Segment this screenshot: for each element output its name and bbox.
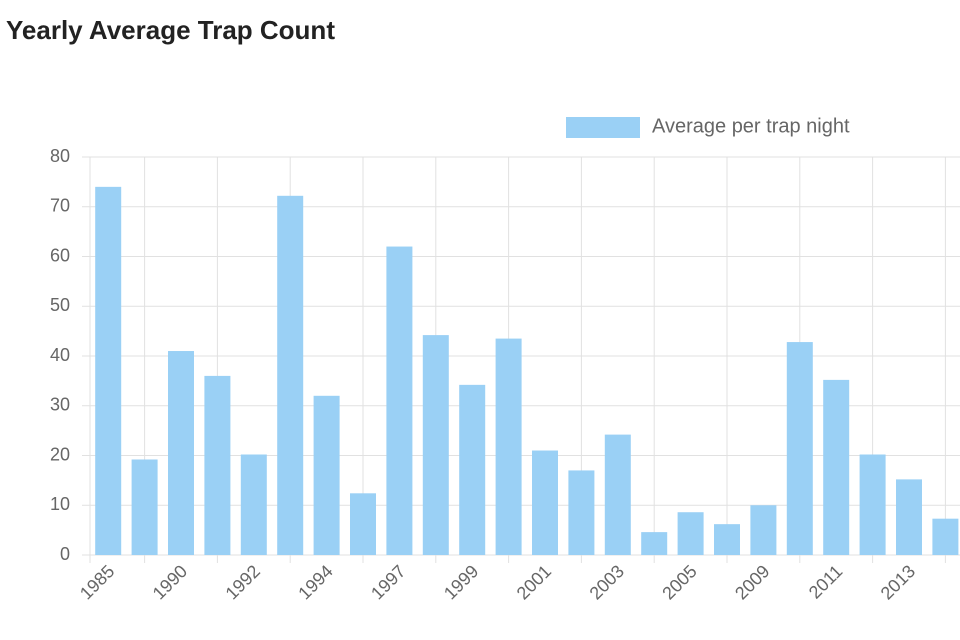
bar	[495, 338, 522, 555]
x-tick-label: 2005	[658, 561, 700, 603]
x-tick-label: 2013	[877, 561, 919, 603]
bar	[932, 518, 959, 555]
bar	[604, 434, 631, 555]
x-tick-label: 1997	[367, 561, 409, 603]
y-tick-label: 10	[50, 494, 70, 514]
bar	[786, 342, 813, 555]
bar	[677, 512, 704, 555]
bar	[459, 384, 486, 555]
bar	[168, 351, 194, 555]
bar	[641, 532, 668, 555]
x-tick-label: 1999	[440, 561, 482, 603]
bar	[240, 454, 267, 555]
x-tick-label: 1994	[294, 561, 336, 603]
bar	[350, 493, 376, 555]
bar	[532, 450, 558, 555]
y-tick-label: 60	[50, 245, 70, 265]
chart-title: Yearly Average Trap Count	[6, 15, 335, 45]
x-tick-label: 2003	[586, 561, 628, 603]
bar	[277, 195, 304, 555]
x-tick-label: 2001	[513, 561, 555, 603]
bar	[750, 505, 777, 555]
bar	[823, 379, 850, 555]
bar	[95, 186, 122, 555]
y-tick-label: 80	[50, 146, 70, 166]
x-tick-label: 1990	[149, 561, 191, 603]
y-tick-label: 0	[60, 544, 70, 564]
y-tick-label: 50	[50, 295, 70, 315]
x-tick-label: 1985	[76, 561, 118, 603]
y-tick-label: 30	[50, 395, 70, 415]
x-tick-label: 1992	[222, 561, 264, 603]
bar	[896, 479, 922, 555]
bar	[386, 246, 413, 556]
legend-label: Average per trap night	[652, 115, 850, 137]
y-tick-label: 20	[50, 444, 70, 464]
bar	[422, 335, 449, 555]
bar	[131, 459, 158, 555]
bar	[313, 395, 340, 555]
y-tick-label: 70	[50, 196, 70, 216]
bar	[714, 524, 740, 555]
bar	[568, 470, 595, 555]
bar	[204, 375, 231, 555]
legend-swatch	[566, 117, 640, 138]
x-tick-label: 2009	[731, 561, 773, 603]
x-tick-label: 2011	[805, 561, 847, 603]
y-tick-label: 40	[50, 345, 70, 365]
bar	[859, 454, 886, 555]
